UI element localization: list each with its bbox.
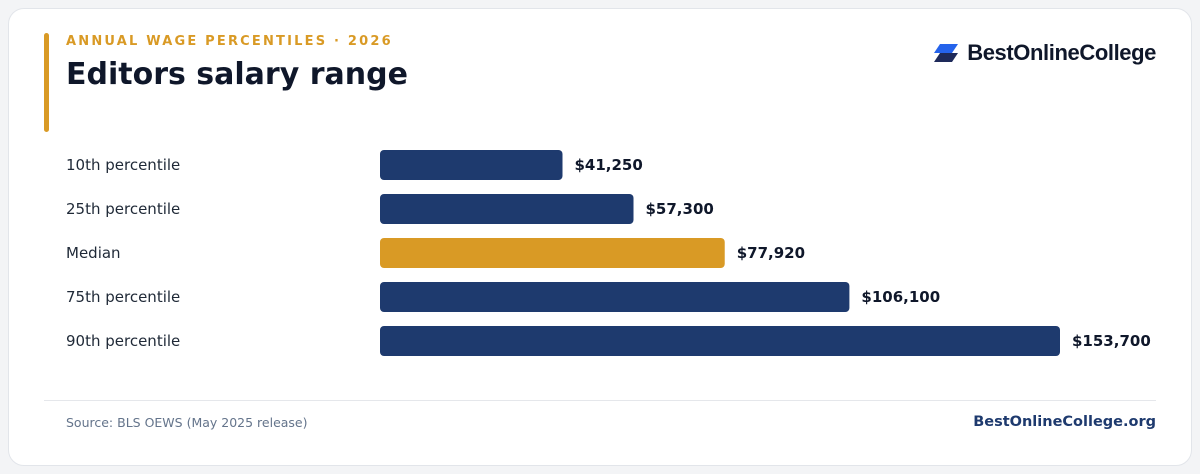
bar <box>380 326 1060 356</box>
bar-value-label: $77,920 <box>737 244 805 262</box>
bar <box>380 150 563 180</box>
brand-logo: BestOnlineCollege <box>933 40 1156 66</box>
category-label: 75th percentile <box>66 288 180 306</box>
bar-value-label: $153,700 <box>1072 332 1151 350</box>
chart-eyebrow: ANNUAL WAGE PERCENTILES · 2026 <box>66 34 393 49</box>
bar <box>380 282 850 312</box>
accent-bar <box>44 33 49 132</box>
source-note: Source: BLS OEWS (May 2025 release) <box>66 415 308 430</box>
footer-site-link[interactable]: BestOnlineCollege.org <box>973 414 1156 430</box>
bar-median <box>380 238 725 268</box>
category-label: Median <box>66 244 121 262</box>
bar-value-label: $106,100 <box>861 288 940 306</box>
brand-name: BestOnlineCollege <box>967 40 1156 65</box>
bar-value-label: $41,250 <box>574 156 642 174</box>
stacked-parallelograms-icon <box>934 44 959 62</box>
footer-divider <box>44 400 1156 401</box>
chart-title: Editors salary range <box>66 57 408 92</box>
chart-card <box>8 8 1192 466</box>
category-label: 10th percentile <box>66 156 180 174</box>
bar <box>380 194 634 224</box>
category-label: 90th percentile <box>66 332 180 350</box>
bar-value-label: $57,300 <box>646 200 714 218</box>
category-label: 25th percentile <box>66 200 180 218</box>
